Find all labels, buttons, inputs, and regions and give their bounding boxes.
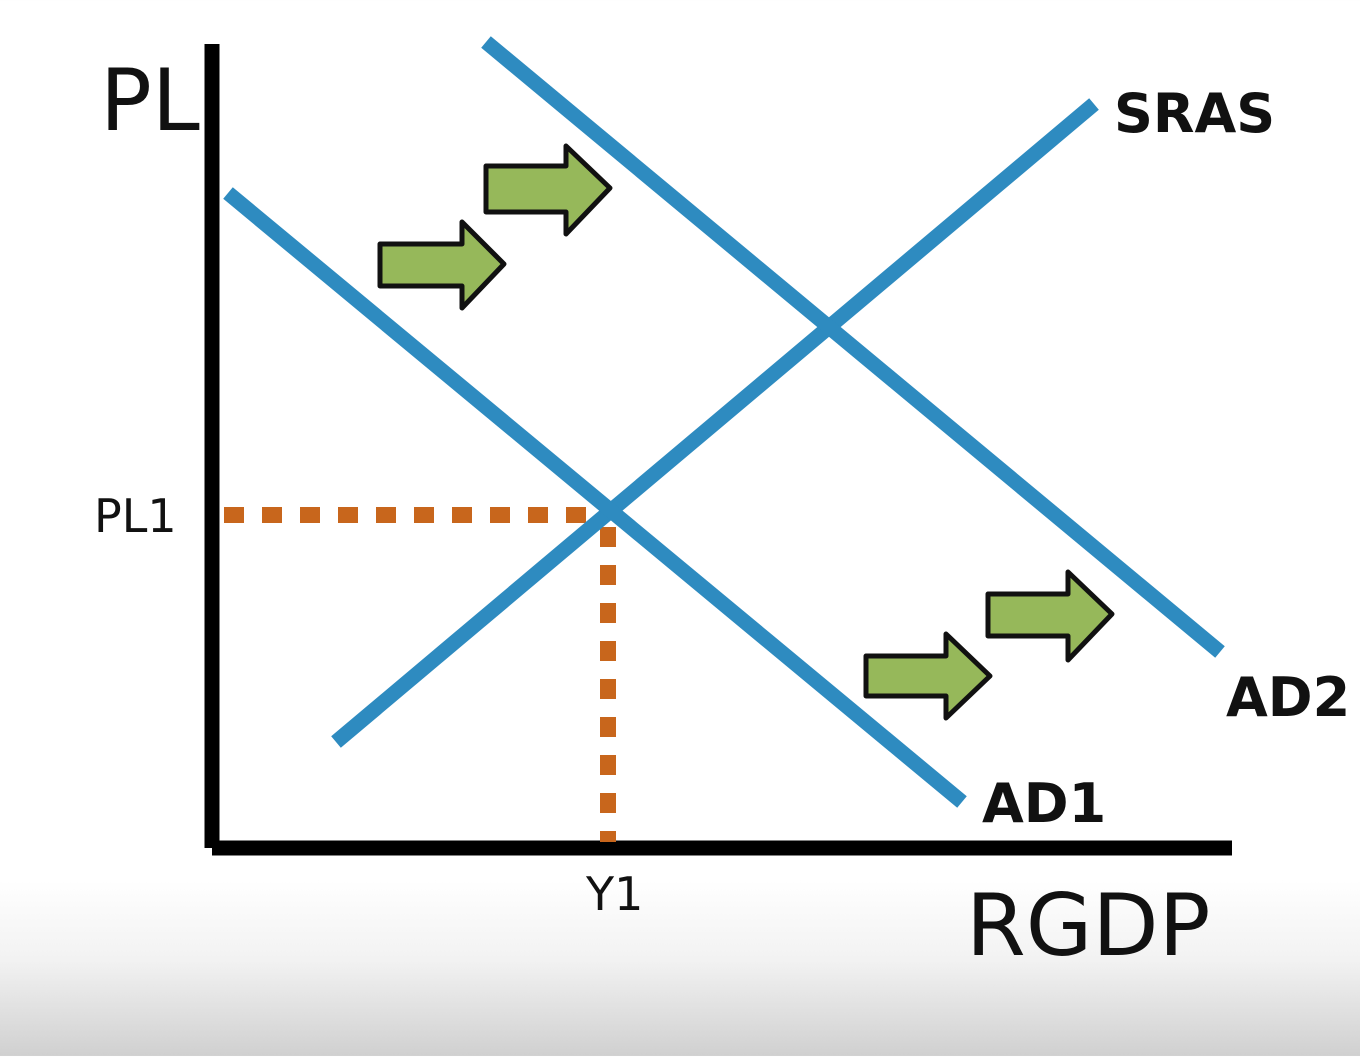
- right-arrow-icon: [483, 143, 613, 237]
- right-arrow-icon: [377, 219, 507, 311]
- right-arrow-icon: [985, 569, 1115, 663]
- y1-label: Y1: [585, 867, 643, 921]
- right-arrow-icon: [863, 631, 993, 721]
- pl1-label: PL1: [94, 489, 177, 543]
- y-axis-label: PL: [100, 51, 200, 151]
- ad1-label: AD1: [982, 772, 1106, 835]
- sras-label: SRAS: [1114, 82, 1275, 145]
- ad2-curve: [481, 36, 1225, 658]
- sras-curve: [331, 98, 1099, 748]
- x-axis-label: RGDP: [966, 876, 1210, 976]
- ad2-label: AD2: [1226, 666, 1350, 729]
- ad1-curve: [223, 187, 967, 808]
